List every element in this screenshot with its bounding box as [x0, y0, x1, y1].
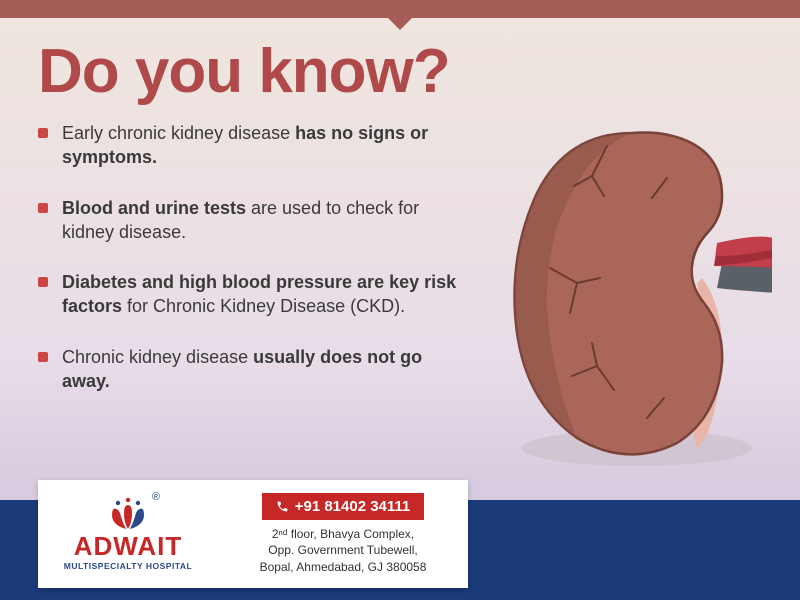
address-line: 2ⁿᵈ floor, Bhavya Complex,	[260, 526, 427, 542]
bullet-icon	[38, 203, 48, 213]
top-accent-bar	[0, 0, 800, 18]
fact-text: Diabetes and high blood pressure are key…	[62, 270, 458, 319]
address-line: Bopal, Ahmedabad, GJ 380058	[260, 559, 427, 575]
address-line: Opp. Government Tubewell,	[260, 542, 427, 558]
phone-badge: +91 81402 34111	[262, 493, 425, 520]
logo-block: ® ADWAIT MULTISPECIALTY HOSPITAL	[38, 480, 218, 588]
phone-icon	[276, 500, 289, 513]
bullet-icon	[38, 277, 48, 287]
fact-item: Diabetes and high blood pressure are key…	[38, 270, 458, 319]
logo-icon: ®	[108, 497, 148, 531]
registered-icon: ®	[152, 491, 160, 503]
fact-item: Chronic kidney disease usually does not …	[38, 345, 458, 394]
logo-subtitle: MULTISPECIALTY HOSPITAL	[64, 561, 192, 571]
fact-item: Blood and urine tests are used to check …	[38, 196, 458, 245]
fact-text: Chronic kidney disease usually does not …	[62, 345, 458, 394]
page-title: Do you know?	[0, 18, 800, 121]
contact-card: ® ADWAIT MULTISPECIALTY HOSPITAL +91 814…	[38, 480, 468, 588]
phone-number: +91 81402 34111	[295, 498, 411, 515]
bullet-icon	[38, 352, 48, 362]
fact-text: Early chronic kidney disease has no sign…	[62, 121, 458, 170]
facts-list: Early chronic kidney disease has no sign…	[38, 121, 458, 419]
kidney-illustration	[492, 118, 772, 468]
fact-text: Blood and urine tests are used to check …	[62, 196, 458, 245]
fact-item: Early chronic kidney disease has no sign…	[38, 121, 458, 170]
bullet-icon	[38, 128, 48, 138]
logo-name: ADWAIT	[74, 533, 183, 559]
address: 2ⁿᵈ floor, Bhavya Complex, Opp. Governme…	[260, 526, 427, 575]
contact-info: +91 81402 34111 2ⁿᵈ floor, Bhavya Comple…	[218, 480, 468, 588]
